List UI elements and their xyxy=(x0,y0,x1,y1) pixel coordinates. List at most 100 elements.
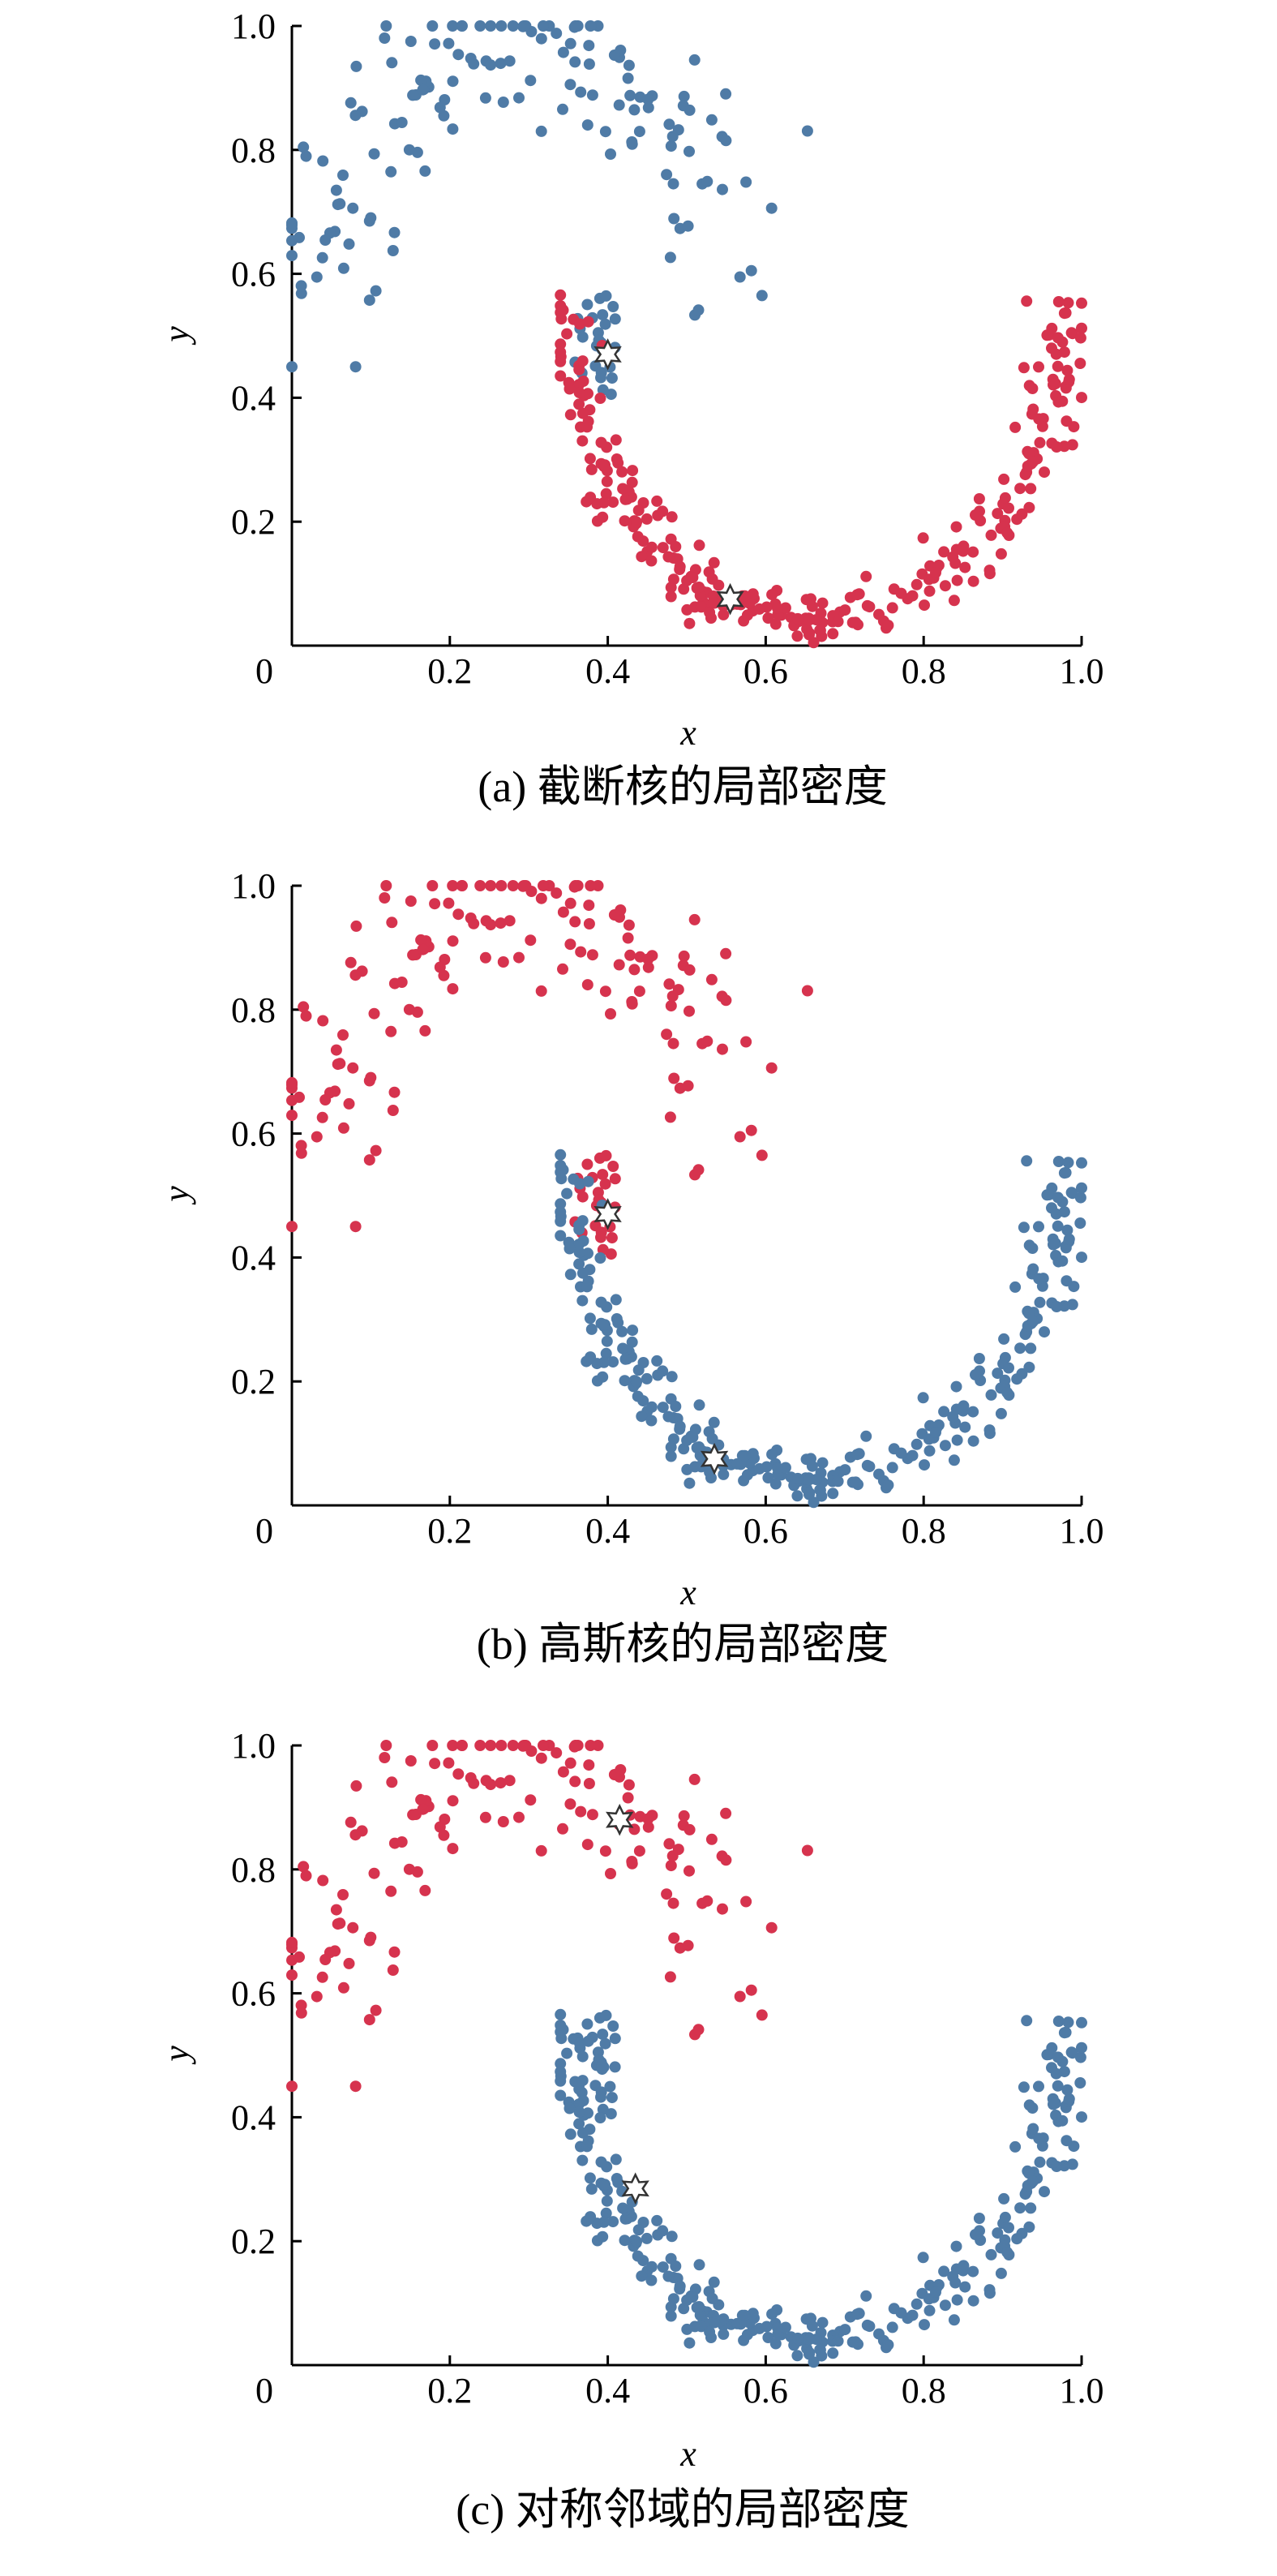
scatter-point-blue xyxy=(882,2339,894,2351)
scatter-point-blue xyxy=(665,2301,677,2313)
scatter-point-red xyxy=(665,1860,677,1872)
scatter-point-red xyxy=(816,597,829,609)
scatter-point-red xyxy=(664,1111,676,1123)
caption-b: (b) 高斯核的局部密度 xyxy=(477,1620,889,1668)
scatter-point-blue xyxy=(967,1406,979,1418)
scatter-point-red xyxy=(573,387,585,399)
scatter-point-red xyxy=(642,1821,654,1833)
scatter-point-blue xyxy=(513,92,525,104)
y-tick-label: 1.0 xyxy=(231,866,276,906)
scatter-point-red xyxy=(645,555,658,567)
scatter-point-red xyxy=(350,920,362,932)
x-tick-label: 0.4 xyxy=(585,651,630,691)
scatter-point-red xyxy=(769,618,782,630)
scatter-point-red xyxy=(695,601,707,613)
scatter-point-blue xyxy=(657,1365,669,1377)
scatter-point-blue xyxy=(573,2118,585,2130)
scatter-point-blue xyxy=(1034,1296,1046,1308)
scatter-point-blue xyxy=(674,1420,686,1432)
scatter-point-blue xyxy=(641,1372,653,1385)
scatter-point-red xyxy=(688,1773,701,1785)
scatter-point-red xyxy=(661,1888,673,1900)
scatter-point-blue xyxy=(683,104,696,116)
scatter-point-blue xyxy=(687,2291,699,2303)
scatter-point-blue xyxy=(1016,2227,1028,2239)
scatter-point-red xyxy=(895,587,907,599)
scatter-point-red xyxy=(583,1759,595,1771)
scatter-point-blue xyxy=(701,175,713,187)
scatter-point-red xyxy=(380,880,392,891)
scatter-point-red xyxy=(1068,421,1080,433)
scatter-point-blue xyxy=(474,20,486,32)
scatter-point-red xyxy=(582,316,594,328)
scatter-point-blue xyxy=(595,1296,607,1308)
scatter-point-blue xyxy=(1050,2067,1062,2080)
scatter-point-blue xyxy=(573,1239,585,1251)
scatter-point-red xyxy=(683,1823,696,1835)
scatter-point-blue xyxy=(681,1463,693,1475)
scatter-point-red xyxy=(419,1884,431,1896)
scatter-point-blue xyxy=(385,165,397,178)
scatter-point-blue xyxy=(873,2328,885,2340)
scatter-point-blue xyxy=(983,2284,996,2296)
scatter-point-red xyxy=(535,985,547,997)
scatter-point-blue xyxy=(574,2037,586,2050)
scatter-point-blue xyxy=(607,301,619,312)
scatter-point-red xyxy=(600,487,612,500)
scatter-point-blue xyxy=(1033,2132,1045,2145)
scatter-point-blue xyxy=(662,2270,675,2282)
scatter-point-blue xyxy=(998,2192,1010,2205)
scatter-point-red xyxy=(623,1779,635,1791)
scatter-point-blue xyxy=(850,2336,862,2348)
scatter-point-blue xyxy=(769,2338,782,2350)
scatter-point-blue xyxy=(365,212,377,224)
star-marker xyxy=(621,2172,649,2205)
scatter-point-red xyxy=(992,508,1004,520)
scatter-point-blue xyxy=(666,1371,678,1383)
scatter-point-blue xyxy=(651,1355,663,1367)
scatter-point-blue xyxy=(1061,2084,1073,2096)
scatter-point-red xyxy=(1056,395,1069,407)
scatter-point-red xyxy=(456,880,468,891)
scatter-point-blue xyxy=(1063,1233,1075,1245)
scatter-point-red xyxy=(595,436,607,449)
scatter-point-red xyxy=(734,1990,746,2003)
star-marker xyxy=(700,1442,729,1475)
scatter-point-blue xyxy=(863,2321,876,2333)
scatter-point-red xyxy=(569,880,581,891)
scatter-point-red xyxy=(617,483,629,495)
scatter-point-red xyxy=(286,1221,298,1233)
scatter-point-blue xyxy=(967,1435,979,1447)
scatter-point-red xyxy=(1065,327,1078,339)
x-tick-label: 0.2 xyxy=(427,651,472,691)
scatter-point-red xyxy=(665,582,677,594)
scatter-point-red xyxy=(683,1005,695,1017)
scatter-point-blue xyxy=(705,114,718,126)
scatter-point-red xyxy=(286,1110,298,1122)
scatter-point-blue xyxy=(497,97,509,108)
scatter-point-red xyxy=(886,602,898,614)
scatter-point-red xyxy=(745,1984,757,1996)
scatter-point-blue xyxy=(923,1445,936,1457)
scatter-point-blue xyxy=(992,2227,1004,2239)
scatter-point-blue xyxy=(380,20,392,32)
scatter-point-blue xyxy=(779,1462,791,1474)
scatter-point-blue xyxy=(595,2091,606,2103)
scatter-point-blue xyxy=(863,1461,876,1473)
scatter-point-red xyxy=(959,561,971,573)
scatter-point-red xyxy=(950,521,962,533)
scatter-point-blue xyxy=(632,1390,644,1402)
scatter-point-blue xyxy=(1023,2221,1035,2233)
scatter-point-blue xyxy=(1021,1155,1033,1167)
scatter-point-blue xyxy=(1062,2016,1074,2029)
scatter-point-red xyxy=(426,880,439,891)
scatter-point-red xyxy=(479,1811,491,1823)
scatter-point-blue xyxy=(1068,2140,1080,2153)
scatter-point-blue xyxy=(1025,1342,1037,1355)
scatter-point-blue xyxy=(814,2344,826,2355)
y-axis-title: y xyxy=(156,2046,196,2065)
scatter-point-blue xyxy=(1051,1301,1063,1312)
scatter-point-red xyxy=(295,1999,307,2011)
scatter-point-red xyxy=(608,909,620,921)
scatter-point-blue xyxy=(1049,2097,1061,2109)
